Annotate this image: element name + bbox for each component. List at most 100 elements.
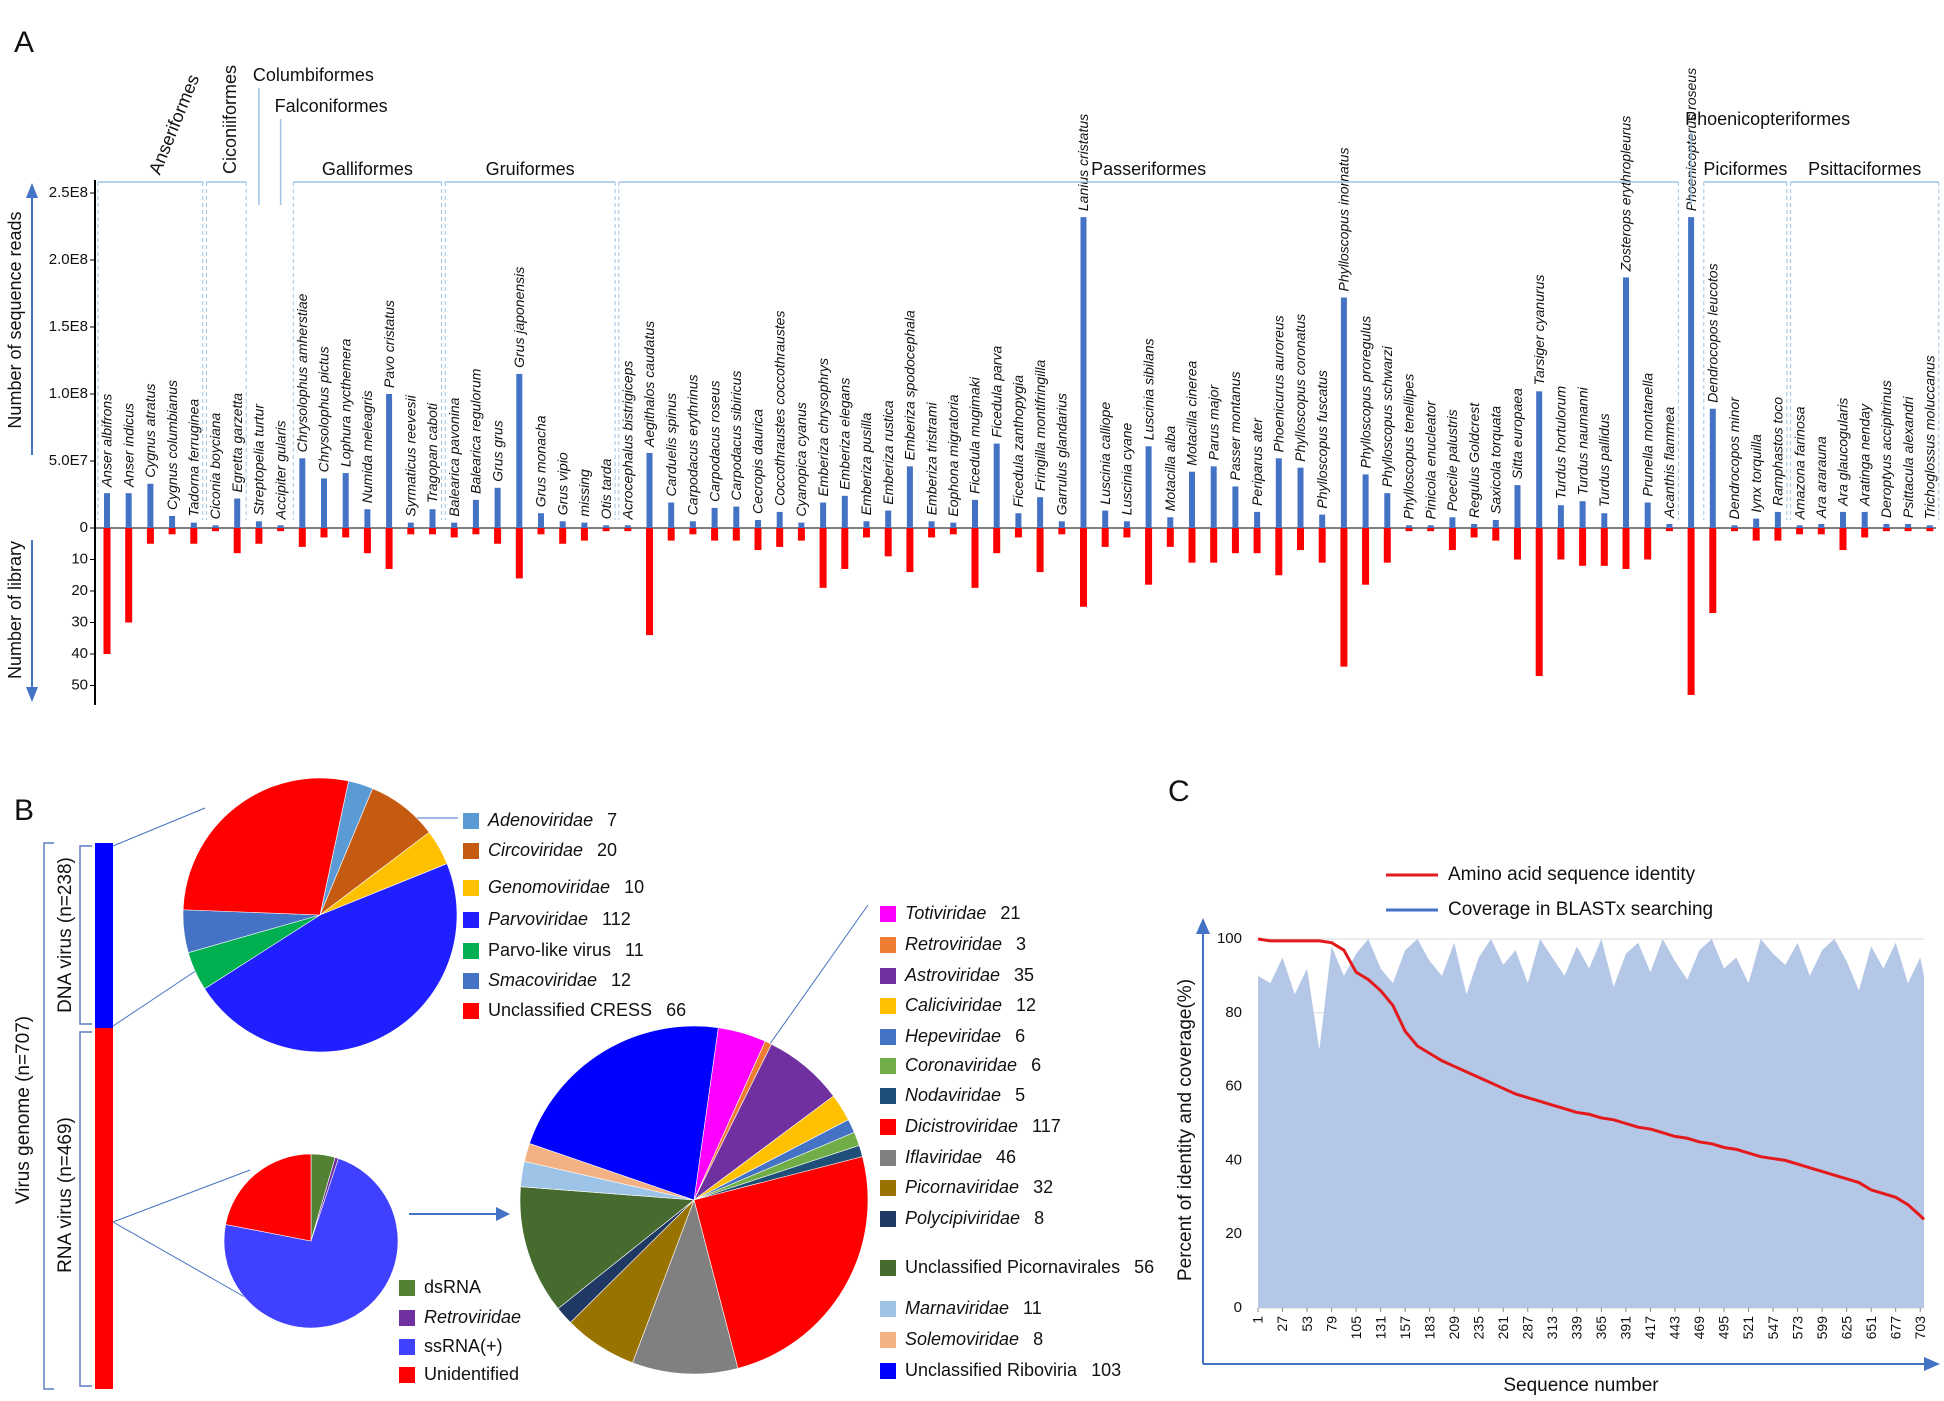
legend-label: dsRNA (424, 1277, 481, 1297)
species-label: Syrmaticus reevesii (403, 394, 419, 516)
legend-entry: Genomoviridae 10 (488, 877, 644, 897)
order-label: Passeriformes (1091, 159, 1206, 179)
reads-bar (1666, 523, 1673, 528)
legend-entry: Coronaviridae 6 (905, 1055, 1041, 1075)
library-bar (1861, 528, 1869, 538)
species-label: Carduelis spinus (663, 393, 679, 497)
genome-bracket (43, 842, 54, 1390)
order-label: Gruiformes (486, 159, 575, 179)
legend-entry: Smacoviridae 12 (488, 970, 631, 990)
species-label: Lanius cristatus (1075, 114, 1091, 211)
species-label: Ramphastos toco (1770, 397, 1786, 506)
y-tick-label: 60 (1225, 1078, 1242, 1095)
y2-tick-label: 40 (71, 645, 88, 662)
library-bar (1448, 528, 1456, 551)
species-label: Eophona migratoria (945, 394, 961, 516)
species-label: Ara glaucogularis (1835, 398, 1851, 507)
x-tick-label: 79 (1323, 1316, 1339, 1332)
legend-value: 8 (1034, 1208, 1044, 1228)
reads-bar (1210, 466, 1217, 528)
legend-label: Iflaviridae (905, 1147, 982, 1167)
species-label: Turdus pallidus (1596, 413, 1612, 507)
x-tick-label: 365 (1593, 1316, 1609, 1340)
x-tick-label: 391 (1618, 1316, 1634, 1340)
library-bar (1709, 528, 1717, 614)
species-label: Grus vipio (554, 452, 570, 515)
reads-bar (255, 521, 262, 528)
x-tick-label: 53 (1299, 1316, 1315, 1332)
species-label: Poecile palustris (1444, 409, 1460, 511)
species-label: Parus major (1205, 384, 1221, 461)
legend-swatch (880, 1301, 896, 1317)
species-label: Phylloscopus proregulus (1357, 316, 1373, 469)
legend-swatch (880, 1363, 896, 1379)
legend-label: Amino acid sequence identity (1448, 864, 1696, 885)
reads-bar (234, 498, 241, 528)
legend-label: Adenoviridae (487, 810, 593, 830)
legend-value: 12 (1016, 995, 1036, 1015)
library-bar (776, 528, 784, 547)
pie-slice (225, 1153, 312, 1242)
species-label: Otis tarda (598, 458, 614, 519)
library-bar (1383, 528, 1391, 563)
reads-bar (1536, 391, 1543, 528)
library-bar (1145, 528, 1153, 585)
reads-bar (1731, 525, 1738, 528)
legend-label: Unclassified Riboviria (905, 1360, 1078, 1380)
species-label: Deroptyus accipitrinus (1878, 380, 1894, 518)
y2-tick-label: 10 (71, 550, 88, 567)
species-label: Chrysolophus amherstiae (294, 293, 310, 452)
x-tick-label: 235 (1470, 1316, 1486, 1340)
reads-bar (451, 522, 458, 528)
species-label: Phoenicurus auroreus (1271, 315, 1287, 452)
reads-bar (1861, 511, 1868, 528)
legend-swatch (880, 1260, 896, 1276)
species-label: Ciconia boyciana (207, 412, 223, 519)
legend-value: 66 (666, 1000, 686, 1020)
legend-entry: Unclassified Picornavirales 56 (905, 1257, 1154, 1277)
x-axis-title: Sequence number (1503, 1375, 1659, 1396)
legend-swatch (399, 1367, 415, 1383)
library-bar (1014, 528, 1022, 538)
pie-slice (519, 1186, 695, 1310)
reads-bar (1926, 525, 1933, 528)
species-label: Pinicola enucleator (1422, 400, 1438, 520)
library-bar (1123, 528, 1131, 538)
y-tick-label: 2.5E8 (49, 184, 88, 201)
reads-bar (1037, 497, 1044, 528)
library-bar (754, 528, 762, 551)
library-bar (1253, 528, 1261, 554)
order-label: Psittaciformes (1808, 159, 1921, 179)
legend-label: Picornaviridae (905, 1177, 1019, 1197)
connector (112, 1169, 251, 1223)
connector (759, 904, 869, 1059)
species-label: missing (576, 469, 592, 517)
library-bar (385, 528, 393, 569)
x-tick-label: 339 (1569, 1316, 1585, 1340)
x-tick-label: 573 (1789, 1316, 1805, 1340)
species-label: Phylloscopus inornatus (1336, 148, 1352, 292)
x-tick-label: 287 (1519, 1316, 1535, 1340)
species-label: Anser albifrons (99, 394, 115, 488)
legend-swatch (463, 1003, 479, 1019)
legend-value: 20 (597, 840, 617, 860)
reads-bar (1601, 513, 1608, 528)
library-bar (949, 528, 957, 535)
reads-bar (689, 521, 696, 528)
legend-entry: Astroviridae 35 (904, 965, 1034, 985)
legend-swatch (463, 973, 479, 989)
library-bar (1340, 528, 1348, 667)
legend-value: 6 (1031, 1055, 1041, 1075)
y-tick-label: 80 (1225, 1004, 1242, 1021)
library-bar (971, 528, 979, 588)
library-bar (1579, 528, 1587, 566)
species-label: Turdus naumanni (1574, 386, 1590, 495)
species-label: Emberiza elegans (837, 378, 853, 490)
species-label: Motacilla alba (1162, 425, 1178, 511)
library-bar (407, 528, 415, 535)
order-label: Galliformes (322, 159, 413, 179)
arrow-head (1924, 1357, 1940, 1371)
legend-value: 3 (1016, 934, 1026, 954)
legend-entry: Picornaviridae 32 (905, 1177, 1053, 1197)
legend-label: Hepeviridae (905, 1026, 1001, 1046)
